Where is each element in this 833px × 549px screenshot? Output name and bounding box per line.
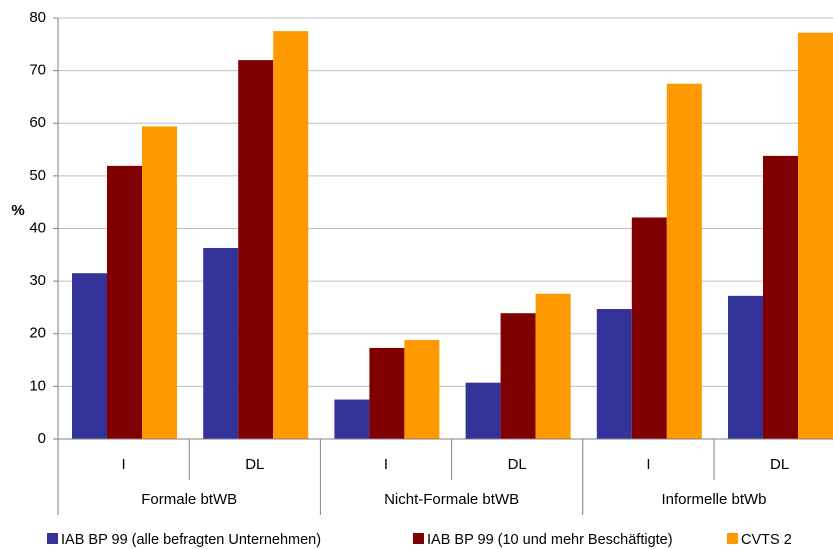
bar xyxy=(369,347,405,439)
bar xyxy=(72,273,107,439)
y-tick-label: 80 xyxy=(29,9,46,26)
bar xyxy=(142,126,177,439)
bar xyxy=(203,247,239,439)
bar xyxy=(596,309,632,439)
y-tick-label: 0 xyxy=(38,430,46,447)
y-axis-label: % xyxy=(11,202,24,219)
group-label: Informelle btWb xyxy=(661,491,766,508)
bar xyxy=(500,313,536,439)
bar xyxy=(107,165,142,439)
y-tick-label: 30 xyxy=(29,272,46,289)
group-label: Nicht-Formale btWB xyxy=(384,491,519,508)
bar xyxy=(763,155,798,439)
y-tick-label: 40 xyxy=(29,219,46,236)
x-tick-label: I xyxy=(646,456,650,473)
legend-swatch xyxy=(727,533,738,544)
y-tick-label: 50 xyxy=(29,167,46,184)
x-tick-label: DL xyxy=(508,456,527,473)
legend-label: CVTS 2 xyxy=(741,532,792,548)
legend-label: IAB BP 99 (10 und mehr Beschäftigte) xyxy=(427,532,673,548)
y-tick-label: 10 xyxy=(29,377,46,394)
bar xyxy=(273,31,309,439)
y-tick-label: 70 xyxy=(29,62,46,79)
bar xyxy=(465,382,501,439)
legend-swatch xyxy=(47,533,58,544)
y-tick-label: 20 xyxy=(29,325,46,342)
group-label: Formale btWB xyxy=(141,491,237,508)
bar xyxy=(404,340,440,439)
y-tick-label: 60 xyxy=(29,114,46,131)
x-tick-label: I xyxy=(384,456,388,473)
bar xyxy=(535,293,571,439)
x-tick-label: DL xyxy=(770,456,789,473)
bar xyxy=(666,83,702,439)
legend-label: IAB BP 99 (alle befragten Unternehmen) xyxy=(61,532,321,548)
bar xyxy=(334,399,370,439)
x-tick-label: I xyxy=(122,456,126,473)
bar xyxy=(728,295,763,439)
x-tick-label: DL xyxy=(245,456,264,473)
legend-swatch xyxy=(413,533,424,544)
bar xyxy=(631,217,667,439)
bar xyxy=(798,32,833,440)
bar xyxy=(238,60,274,439)
